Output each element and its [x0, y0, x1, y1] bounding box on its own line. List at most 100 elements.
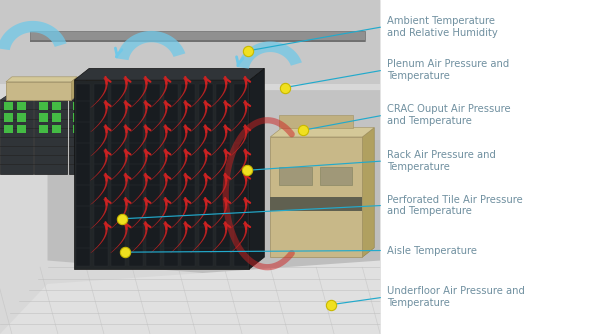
Polygon shape [229, 77, 247, 108]
Polygon shape [90, 125, 108, 157]
Polygon shape [150, 198, 168, 229]
Text: Rack Air Pressure and
Temperature: Rack Air Pressure and Temperature [387, 150, 496, 172]
FancyBboxPatch shape [128, 84, 143, 266]
Polygon shape [90, 198, 108, 229]
Polygon shape [0, 0, 380, 84]
Polygon shape [130, 198, 147, 229]
Polygon shape [110, 77, 128, 108]
Polygon shape [150, 77, 168, 108]
Point [242, 168, 251, 173]
Polygon shape [189, 174, 207, 205]
FancyBboxPatch shape [86, 125, 95, 133]
Polygon shape [170, 101, 187, 132]
Polygon shape [279, 115, 353, 128]
FancyBboxPatch shape [86, 102, 95, 110]
FancyBboxPatch shape [17, 113, 26, 122]
FancyBboxPatch shape [30, 31, 365, 41]
Text: Ambient Temperature
and Relative Humidity: Ambient Temperature and Relative Humidit… [387, 16, 498, 37]
Polygon shape [74, 80, 249, 269]
Polygon shape [189, 125, 207, 157]
Polygon shape [189, 198, 207, 229]
Polygon shape [69, 100, 102, 174]
Point [244, 48, 253, 53]
Polygon shape [189, 77, 207, 108]
Point [327, 302, 336, 307]
FancyBboxPatch shape [0, 0, 380, 334]
Polygon shape [210, 198, 228, 229]
Polygon shape [229, 174, 247, 205]
Polygon shape [90, 101, 108, 132]
Polygon shape [0, 94, 42, 100]
FancyBboxPatch shape [233, 84, 248, 266]
Polygon shape [90, 77, 108, 108]
Polygon shape [229, 150, 247, 181]
FancyBboxPatch shape [111, 84, 125, 266]
Polygon shape [0, 100, 33, 174]
Polygon shape [150, 150, 168, 181]
FancyBboxPatch shape [73, 125, 82, 133]
Polygon shape [238, 41, 302, 69]
Polygon shape [210, 150, 228, 181]
FancyBboxPatch shape [30, 40, 365, 42]
FancyBboxPatch shape [198, 84, 213, 266]
Polygon shape [150, 174, 168, 205]
Point [280, 85, 290, 90]
FancyBboxPatch shape [73, 102, 82, 110]
FancyBboxPatch shape [17, 102, 26, 110]
Polygon shape [71, 77, 77, 100]
Polygon shape [116, 31, 185, 60]
FancyBboxPatch shape [52, 125, 61, 133]
Point [120, 249, 129, 255]
FancyBboxPatch shape [4, 113, 13, 122]
FancyBboxPatch shape [86, 113, 95, 122]
Polygon shape [229, 222, 247, 254]
FancyBboxPatch shape [270, 197, 362, 211]
FancyBboxPatch shape [146, 84, 160, 266]
Polygon shape [130, 101, 147, 132]
Polygon shape [90, 222, 108, 254]
FancyBboxPatch shape [163, 84, 178, 266]
Polygon shape [170, 150, 187, 181]
FancyBboxPatch shape [39, 102, 48, 110]
FancyBboxPatch shape [216, 84, 230, 266]
Polygon shape [90, 174, 108, 205]
Polygon shape [122, 78, 128, 100]
Polygon shape [130, 125, 147, 157]
FancyBboxPatch shape [17, 125, 26, 133]
Polygon shape [110, 125, 128, 157]
Point [298, 128, 308, 133]
Polygon shape [170, 77, 187, 108]
Polygon shape [229, 101, 247, 132]
Polygon shape [110, 150, 128, 181]
Text: Underfloor Air Pressure and
Temperature: Underfloor Air Pressure and Temperature [387, 287, 525, 308]
Polygon shape [83, 78, 128, 84]
Polygon shape [189, 150, 207, 181]
Polygon shape [0, 21, 67, 50]
Text: Aisle Temperature: Aisle Temperature [387, 245, 478, 256]
Text: CRAC Ouput Air Pressure
and Temperature: CRAC Ouput Air Pressure and Temperature [387, 105, 511, 126]
Polygon shape [189, 101, 207, 132]
Polygon shape [210, 125, 228, 157]
Polygon shape [130, 222, 147, 254]
FancyBboxPatch shape [4, 125, 13, 133]
Polygon shape [150, 101, 168, 132]
Polygon shape [362, 128, 374, 257]
Polygon shape [110, 174, 128, 205]
Polygon shape [130, 150, 147, 181]
FancyBboxPatch shape [380, 0, 594, 334]
Polygon shape [110, 198, 128, 229]
Text: Perforated Tile Air Pressure
and Temperature: Perforated Tile Air Pressure and Tempera… [387, 195, 523, 216]
FancyBboxPatch shape [279, 167, 312, 185]
Polygon shape [189, 222, 207, 254]
Polygon shape [34, 94, 76, 100]
Polygon shape [249, 68, 264, 269]
Polygon shape [110, 101, 128, 132]
Polygon shape [48, 90, 380, 287]
FancyBboxPatch shape [181, 84, 195, 266]
Polygon shape [83, 84, 122, 100]
Polygon shape [110, 222, 128, 254]
Polygon shape [69, 94, 110, 100]
Polygon shape [6, 82, 71, 100]
Polygon shape [229, 125, 247, 157]
Polygon shape [229, 198, 247, 229]
